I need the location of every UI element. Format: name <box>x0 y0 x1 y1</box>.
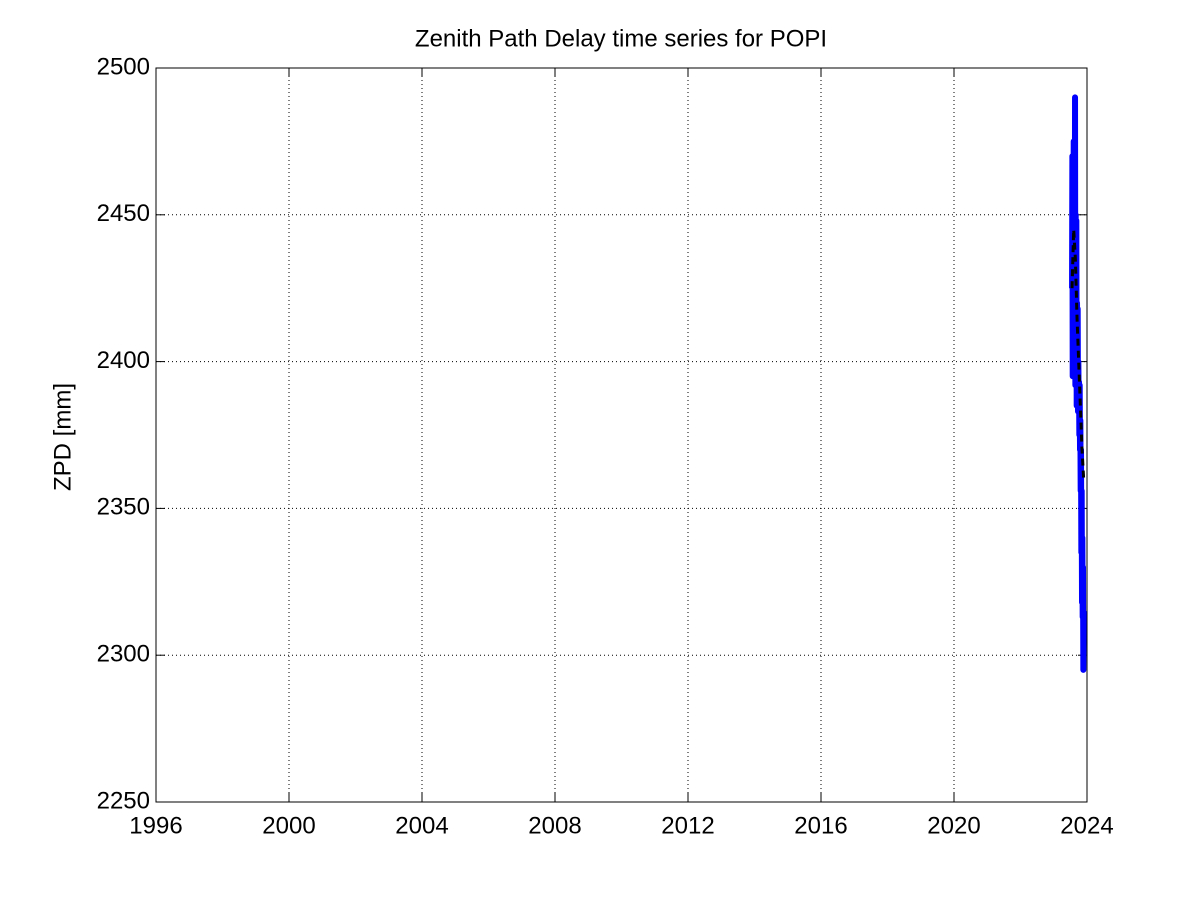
y-tick-label: 2500 <box>97 53 150 80</box>
data-line <box>1069 94 1087 673</box>
y-tick-label: 2300 <box>97 641 150 668</box>
x-tick-label: 2012 <box>661 812 714 839</box>
y-tick-label: 2250 <box>97 787 150 814</box>
y-tick-label: 2350 <box>97 494 150 521</box>
y-axis-label: ZPD [mm] <box>49 383 76 491</box>
y-tick-label: 2450 <box>97 200 150 227</box>
x-tick-label: 2016 <box>794 812 847 839</box>
x-tick-label: 2020 <box>927 812 980 839</box>
x-tick-label: 2004 <box>395 812 448 839</box>
plot-frame <box>155 67 1088 803</box>
chart-title: Zenith Path Delay time series for POPI <box>415 25 827 52</box>
x-tick-label: 2008 <box>528 812 581 839</box>
x-tick-label: 2000 <box>262 812 315 839</box>
data-line <box>1070 227 1086 480</box>
x-tick-label: 2024 <box>1060 812 1113 839</box>
y-tick-label: 2400 <box>97 347 150 374</box>
x-tick-label: 1996 <box>129 812 182 839</box>
